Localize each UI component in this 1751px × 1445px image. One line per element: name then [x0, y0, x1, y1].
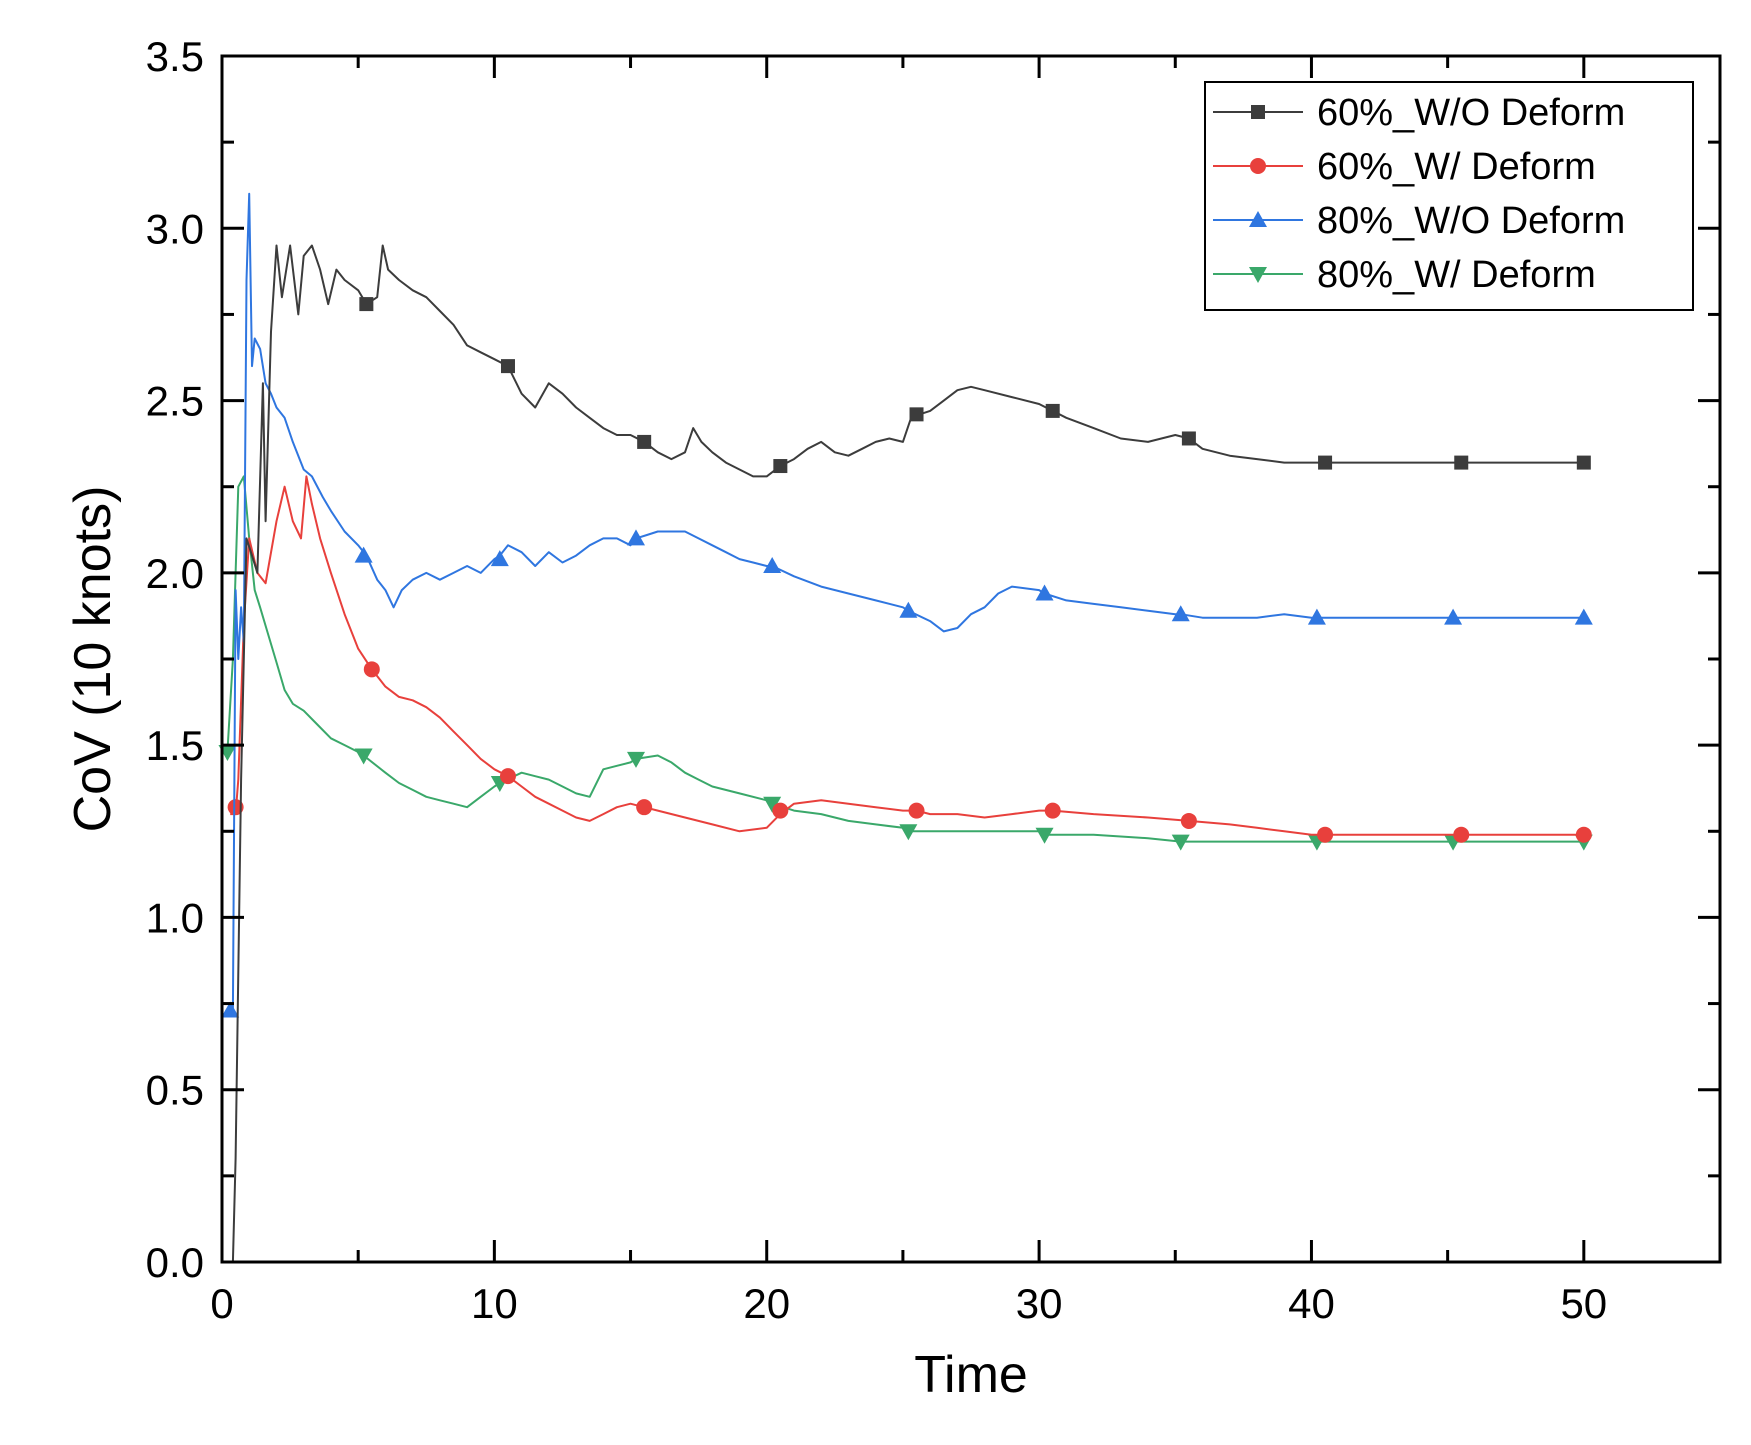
series-marker-triangle-up [763, 556, 782, 573]
series-marker-square [773, 459, 788, 474]
y-tick-label: 1.0 [146, 894, 204, 941]
legend-items: 60%_W/O Deform 60%_W/ Deform 80%_W/O Defor… [1213, 92, 1625, 296]
legend-item: 80%_W/O Deform [1213, 200, 1625, 242]
series-line [230, 475, 1584, 836]
x-tick-label: 10 [471, 1280, 518, 1327]
x-axis-title: Time [914, 1346, 1028, 1404]
y-tick-label: 2.5 [146, 378, 204, 425]
y-tick-label: 2.0 [146, 550, 204, 597]
series-marker-circle [363, 661, 380, 678]
series-1 [231, 244, 1591, 1263]
x-tick-label: 40 [1288, 1280, 1335, 1327]
series-3 [221, 192, 1593, 1018]
series-marker-circle [499, 768, 516, 785]
series-marker-circle [1250, 158, 1266, 174]
tick-labels-layer: 0 10 20 30 40 50 0.0 0.5 1.0 1.5 2.0 2.5 3.0 3.5 [146, 33, 1608, 1327]
y-tick-label: 3.5 [146, 33, 204, 80]
legend-item: 80%_W/ Deform [1213, 254, 1596, 296]
series-marker-triangle-down [354, 748, 373, 765]
series-marker-triangle-up [626, 529, 645, 546]
legend-item: 60%_W/O Deform [1213, 92, 1625, 134]
legend-label: 60%_W/ Deform [1317, 146, 1596, 188]
series-marker-square [1045, 403, 1060, 418]
series-layer [218, 192, 1593, 1263]
series-marker-circle [636, 799, 653, 816]
ticks-layer [220, 54, 1722, 1264]
series-marker-square [1454, 455, 1469, 470]
x-tick-label: 30 [1016, 1280, 1063, 1327]
legend-label: 80%_W/O Deform [1317, 200, 1625, 242]
series-marker-triangle-down [899, 824, 918, 841]
y-tick-label: 3.0 [146, 205, 204, 252]
x-tick-label: 20 [743, 1280, 790, 1327]
series-marker-circle [1575, 826, 1592, 843]
y-tick-label: 0.0 [146, 1239, 204, 1286]
legend-box [1204, 81, 1694, 311]
series-marker-square [1251, 105, 1265, 119]
series-marker-triangle-up [1171, 605, 1190, 622]
series-marker-triangle-up [1444, 608, 1463, 625]
series-marker-triangle-down [1035, 827, 1054, 844]
series-line [226, 475, 1584, 843]
series-marker-circle [227, 799, 244, 816]
series-marker-triangle-down [763, 796, 782, 813]
series-marker-square [637, 434, 652, 449]
series-marker-triangle-up [899, 601, 918, 618]
series-marker-circle [1317, 826, 1334, 843]
series-marker-triangle-down [626, 751, 645, 768]
y-axis-title: CoV (10 knots) [64, 486, 122, 833]
series-2 [227, 475, 1592, 843]
series-marker-square [909, 407, 924, 422]
series-marker-triangle-up [354, 546, 373, 563]
series-marker-triangle-down [1171, 834, 1190, 851]
legend: 60%_W/O Deform 60%_W/ Deform 80%_W/O Defor… [1204, 81, 1694, 311]
x-tick-label: 50 [1560, 1280, 1607, 1327]
series-marker-circle [1453, 826, 1470, 843]
series-marker-triangle-up [490, 550, 509, 567]
series-marker-circle [1044, 802, 1061, 819]
series-marker-triangle-up [1035, 584, 1054, 601]
series-marker-triangle-down [1249, 267, 1267, 283]
series-marker-square [1318, 455, 1333, 470]
legend-label: 60%_W/O Deform [1317, 92, 1625, 134]
y-tick-label: 0.5 [146, 1067, 204, 1114]
series-marker-circle [1180, 812, 1197, 829]
legend-item: 60%_W/ Deform [1213, 146, 1596, 188]
series-marker-square [359, 297, 374, 312]
series-marker-triangle-up [221, 1001, 240, 1018]
x-tick-label: 0 [210, 1280, 233, 1327]
series-marker-triangle-up [1307, 608, 1326, 625]
series-line [231, 244, 1584, 1263]
series-marker-square [500, 359, 515, 374]
legend-label: 80%_W/ Deform [1317, 254, 1596, 296]
series-marker-circle [772, 802, 789, 819]
series-marker-triangle-up [1249, 211, 1267, 227]
series-marker-square [1576, 455, 1591, 470]
series-marker-square [1181, 431, 1196, 446]
series-marker-triangle-up [1574, 608, 1593, 625]
y-tick-label: 1.5 [146, 722, 204, 769]
series-marker-circle [908, 802, 925, 819]
